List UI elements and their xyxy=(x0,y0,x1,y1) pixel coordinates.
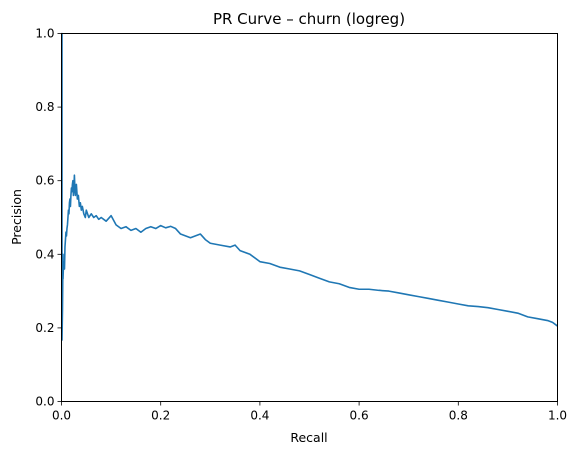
y-tick-label: 0.6 xyxy=(35,174,54,188)
x-axis-title: Recall xyxy=(290,430,327,445)
x-tick-label: 0.0 xyxy=(52,409,71,423)
y-tick-label: 0.8 xyxy=(35,100,54,114)
pr-curve-line xyxy=(61,32,558,341)
y-tick-label: 0.0 xyxy=(35,395,54,409)
y-tick-label: 1.0 xyxy=(35,27,54,41)
x-tick-label: 0.4 xyxy=(250,409,269,423)
x-tick-label: 1.0 xyxy=(548,409,567,423)
x-axis: 0.0 0.2 0.4 0.6 0.8 1.0 xyxy=(52,401,567,423)
plot-frame xyxy=(61,33,558,402)
y-tick-label: 0.2 xyxy=(35,321,54,335)
y-tick-label: 0.4 xyxy=(35,247,54,261)
chart-title: PR Curve – churn (logreg) xyxy=(213,10,405,28)
series-layer xyxy=(61,32,558,341)
plot-area xyxy=(61,32,558,402)
y-axis-title: Precision xyxy=(9,189,24,245)
x-tick-label: 0.6 xyxy=(350,409,369,423)
y-axis: 0.0 0.2 0.4 0.6 0.8 1.0 xyxy=(35,27,62,409)
x-tick-label: 0.2 xyxy=(151,409,170,423)
x-tick-label: 0.8 xyxy=(449,409,468,423)
